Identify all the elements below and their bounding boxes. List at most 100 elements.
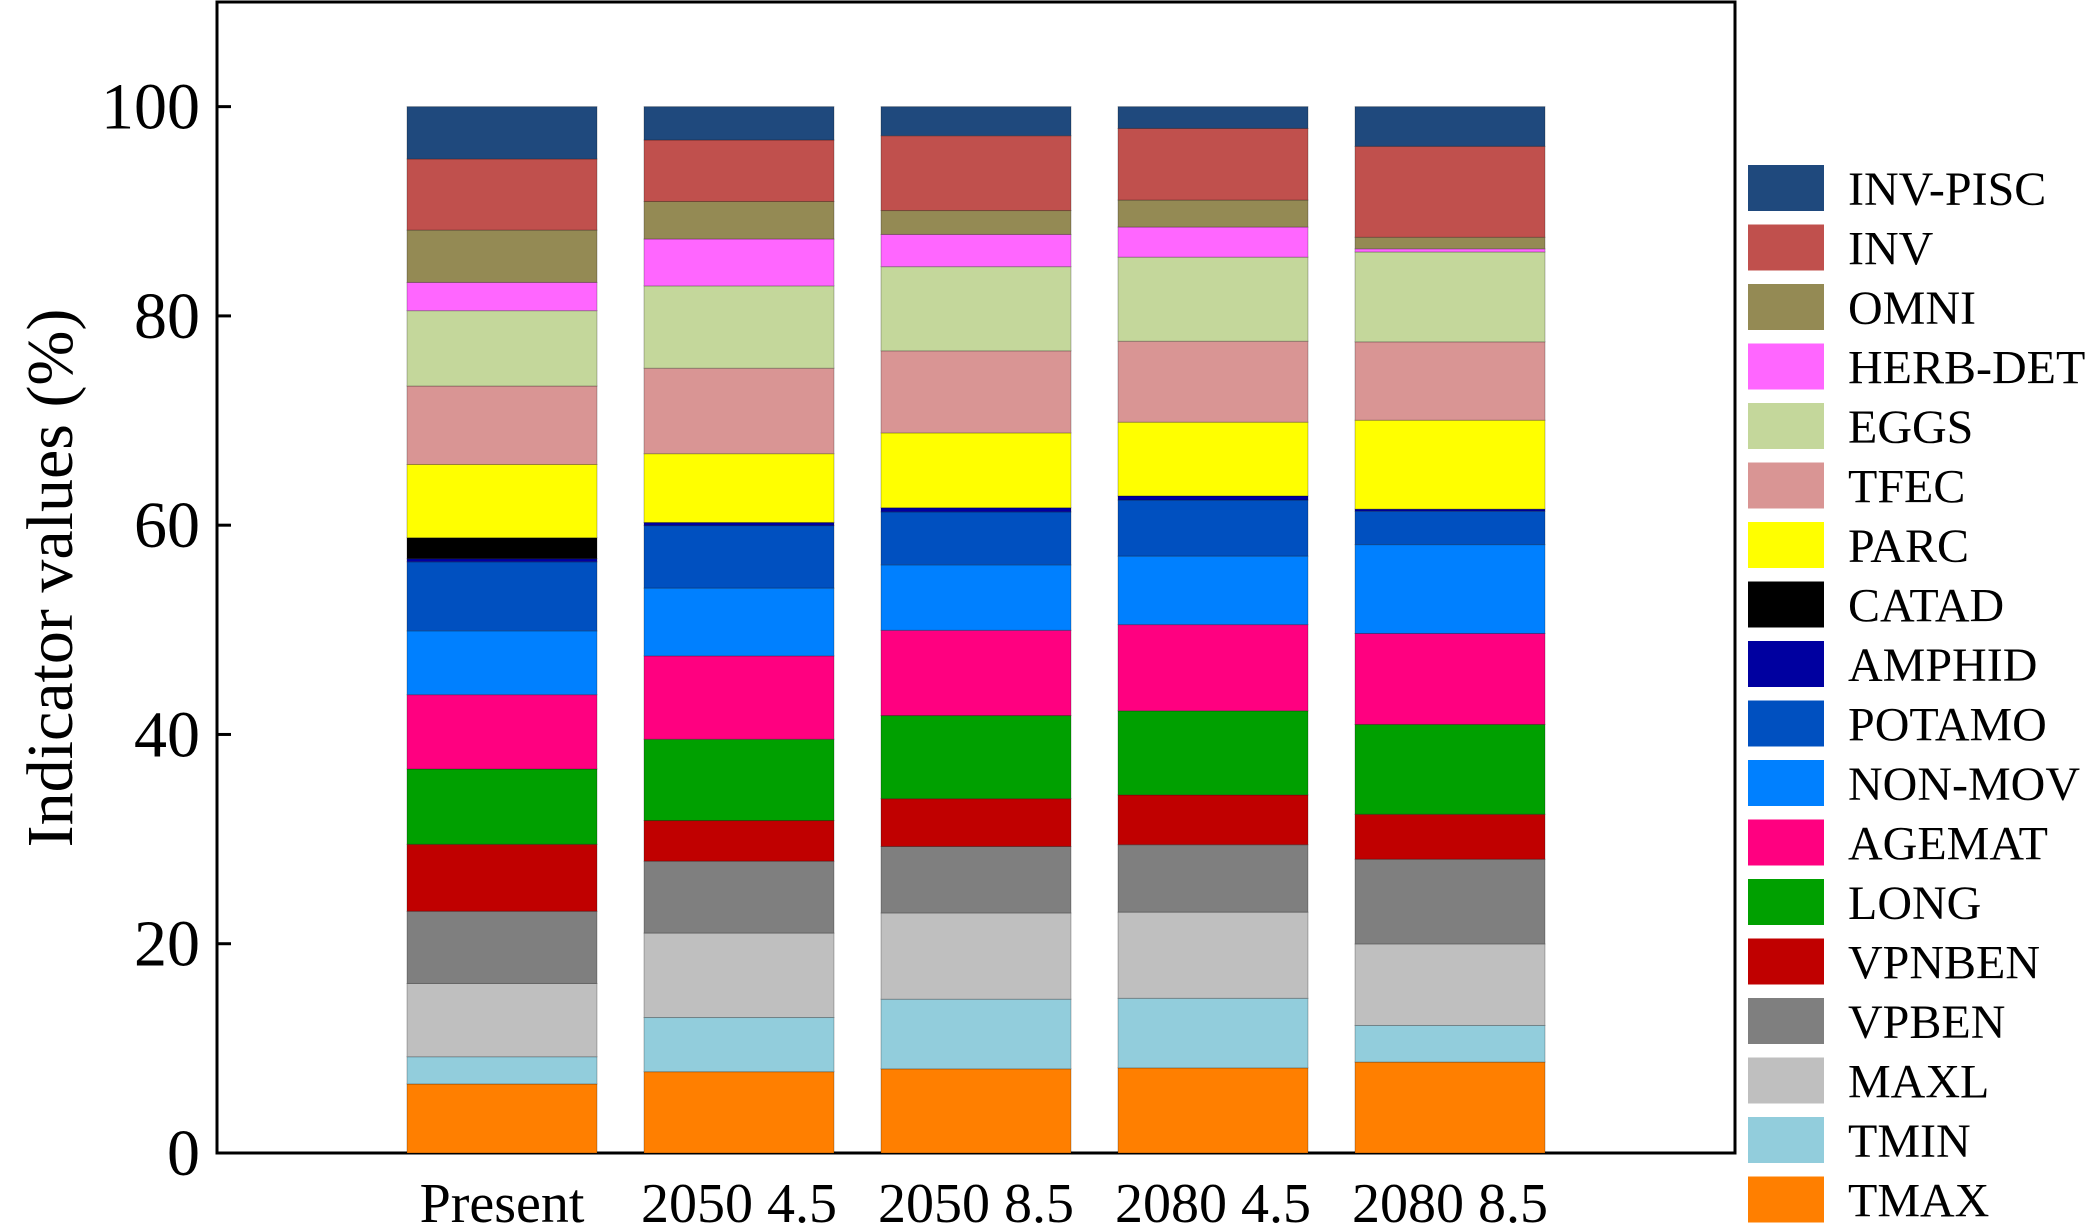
legend-label-herb-det: HERB-DET [1848,342,2085,395]
bar-segment-potamo [1117,499,1309,557]
legend-label-agemat: AGEMAT [1848,818,2048,871]
bar-segment-vpben [406,910,598,984]
y-axis-label: Indicator values (%) [14,309,87,848]
legend-swatch-potamo [1748,700,1824,747]
bar-segment-tmax [1117,1067,1309,1154]
y-tick-label: 20 [134,908,200,981]
x-tick-label: 2050 4.5 [641,1173,837,1226]
bar-segment-vpnben [880,798,1072,847]
y-tick-label: 80 [134,280,200,353]
bar-segment-eggs [880,266,1072,352]
bar-segment-vpben [643,860,835,934]
bar-segment-agemat [1354,632,1546,725]
bar-segment-inv-pisc [406,106,598,160]
bar-segment-eggs [1117,256,1309,342]
legend-label-vpben: VPBEN [1848,996,2005,1049]
legend-label-omni: OMNI [1848,282,1976,335]
legend-swatch-parc [1748,522,1824,568]
legend-label-inv-pisc: INV-PISC [1848,163,2046,216]
legend-label-inv: INV [1848,223,1934,276]
bar-segment-tmin [643,1017,835,1073]
legend-swatch-tmin [1748,1117,1824,1163]
bar-segment-herb-det [880,233,1072,268]
bar-segment-maxl [643,932,835,1019]
bar-segment-inv [1354,145,1546,238]
bar-segment-long [643,738,835,822]
bar-segment-tmax [406,1083,598,1154]
legend-label-tfec: TFEC [1848,461,1965,514]
bar-segment-vpben [880,845,1072,914]
bar-segment-long [406,768,598,845]
y-tick-label: 0 [167,1117,200,1190]
bar-segment-potamo [643,525,835,589]
bar-segment-tfec [643,367,835,455]
legend-label-vpnben: VPNBEN [1848,937,2040,990]
bar-segment-tfec [1354,341,1546,421]
bar-segment-eggs [643,285,835,369]
bar-segment-tmin [1117,997,1309,1069]
bar-segment-vpnben [1354,813,1546,860]
bar-segment-maxl [1354,943,1546,1026]
bar-segment-omni [643,200,835,240]
legend-swatch-tmax [1748,1176,1824,1223]
bar-segment-potamo [1354,510,1546,546]
legend-swatch-vpben [1748,998,1824,1044]
bar-segment-agemat [880,629,1072,717]
legend: INV-PISC INV OMNI HERB-DET EGGS TFEC PARC CATAD… [1748,163,2085,1226]
bar-segment-non-mov [1117,555,1309,626]
legend-label-catad: CATAD [1848,580,2004,633]
legend-swatch-inv [1748,224,1824,271]
bar-segment-vpnben [406,843,598,912]
x-tick-label: 2050 8.5 [878,1173,1074,1226]
bar-segment-tmax [1354,1061,1546,1154]
legend-swatch-non-mov [1748,760,1824,806]
bar-segment-vpben [1354,858,1546,945]
bar-segment-parc [880,432,1072,509]
bar-segment-eggs [1354,251,1546,343]
bar-segment-non-mov [1354,544,1546,634]
bar-segment-agemat [406,694,598,770]
y-tick-label: 60 [134,489,200,562]
bar-segment-parc [643,453,835,523]
bar-segment-omni [1354,236,1546,250]
bar-segment-tmax [643,1071,835,1154]
bar-segment-inv-pisc [1354,106,1546,147]
bar-segment-eggs [406,310,598,387]
bar-segment-vpben [1117,844,1309,913]
bar-segment-inv-pisc [643,106,835,141]
legend-swatch-catad [1748,581,1824,628]
bar-segment-parc [1117,421,1309,497]
legend-swatch-omni [1748,284,1824,330]
bar-segment-amphid [406,558,598,563]
bar-segment-amphid [1117,495,1309,501]
legend-swatch-herb-det [1748,343,1824,390]
legend-label-tmin: TMIN [1848,1115,1971,1168]
bar-segment-tmin [1354,1024,1546,1063]
bar-segment-inv [1117,127,1309,201]
bar-segment-tfec [406,385,598,465]
bar-segment-tfec [1117,340,1309,423]
legend-label-long: LONG [1848,877,1981,930]
bar-segment-omni [1117,199,1309,228]
bar-segment-tmax [880,1068,1072,1154]
bar-segment-potamo [406,561,598,632]
legend-swatch-inv-pisc [1748,165,1824,211]
bar-segment-catad [406,537,598,560]
x-axis: Present 2050 4.5 2050 8.5 2080 4.5 2080 8.5 [420,1173,1548,1226]
legend-swatch-amphid [1748,641,1824,687]
bar-segment-agemat [1117,624,1309,712]
legend-label-parc: PARC [1848,520,1969,573]
x-tick-label: Present [420,1173,585,1226]
bar-segment-omni [406,229,598,283]
legend-swatch-eggs [1748,403,1824,449]
bar-segment-non-mov [880,564,1072,631]
legend-label-maxl: MAXL [1848,1056,1989,1109]
bar-segment-long [1354,723,1546,815]
bar-segment-maxl [406,982,598,1058]
bar-segment-parc [1354,419,1546,510]
bar-segment-maxl [880,912,1072,1000]
bar-segment-agemat [643,655,835,740]
bar-segment-non-mov [643,587,835,657]
bar-segment-tfec [880,350,1072,434]
